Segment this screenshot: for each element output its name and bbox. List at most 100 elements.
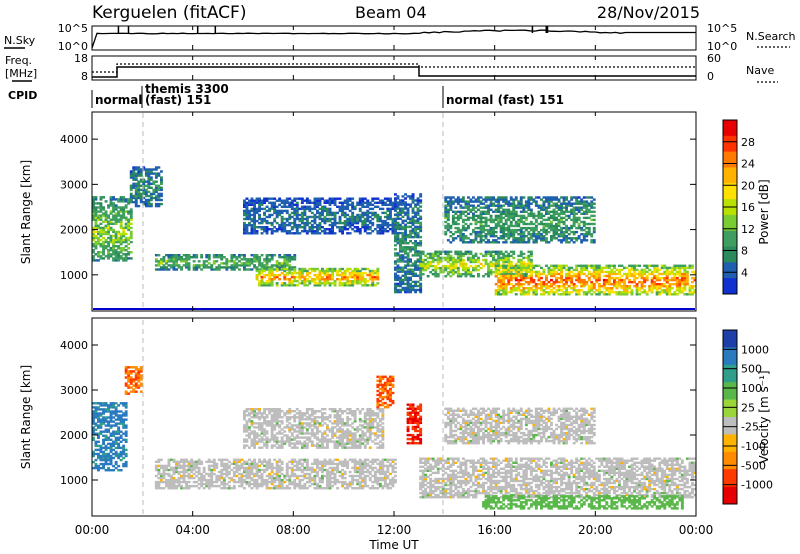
echo-cell bbox=[555, 266, 558, 270]
echo-cell bbox=[565, 272, 568, 276]
echo-cell bbox=[243, 470, 246, 474]
echo-cell bbox=[502, 285, 506, 288]
echo-cell bbox=[461, 237, 465, 240]
echo-cell bbox=[132, 182, 136, 185]
echo-cell bbox=[162, 487, 166, 490]
echo-cell bbox=[459, 228, 463, 232]
echo-cell bbox=[107, 236, 110, 240]
echo-cell bbox=[673, 272, 677, 276]
echo-cell bbox=[260, 201, 264, 204]
echo-cell bbox=[172, 266, 176, 269]
echo-cell bbox=[192, 468, 196, 472]
echo-cell bbox=[127, 251, 131, 254]
echo-cell bbox=[139, 374, 143, 377]
echo-cell bbox=[215, 464, 219, 468]
echo-cell bbox=[348, 267, 352, 271]
echo-cell bbox=[439, 271, 443, 274]
echo-cell bbox=[446, 216, 450, 220]
echo-cell bbox=[253, 266, 256, 269]
echo-cell bbox=[117, 454, 121, 458]
echo-cell bbox=[625, 276, 629, 280]
echo-cell bbox=[607, 276, 611, 280]
echo-cell bbox=[446, 202, 450, 205]
echo-cell bbox=[653, 283, 657, 286]
echo-cell bbox=[94, 452, 98, 456]
echo-cell bbox=[381, 228, 385, 231]
echo-cell bbox=[436, 273, 440, 276]
echo-cell bbox=[328, 284, 332, 287]
echo-cell bbox=[265, 232, 269, 235]
echo-cell bbox=[124, 448, 128, 452]
echo-cell bbox=[492, 202, 495, 205]
echo-cell bbox=[129, 172, 133, 175]
echo-cell bbox=[227, 466, 231, 470]
echo-cell bbox=[159, 464, 163, 468]
echo-cell bbox=[499, 198, 503, 201]
echo-cell bbox=[182, 254, 186, 257]
echo-cell bbox=[456, 273, 460, 276]
echo-cell bbox=[542, 293, 546, 296]
echo-cell bbox=[484, 196, 488, 199]
echo-cell bbox=[401, 278, 405, 282]
echo-cell bbox=[154, 176, 158, 179]
echo-cell bbox=[499, 293, 503, 296]
echo-cell bbox=[685, 270, 689, 274]
echo-cell bbox=[512, 289, 516, 292]
echo-cell bbox=[421, 252, 425, 256]
echo-cell bbox=[117, 414, 121, 417]
echo-cell bbox=[270, 232, 274, 235]
echo-cell bbox=[109, 450, 113, 454]
echo-cell bbox=[607, 289, 611, 292]
echo-cell bbox=[577, 274, 581, 278]
echo-cell bbox=[517, 264, 521, 267]
echo-cell bbox=[592, 226, 596, 230]
echo-cell bbox=[414, 205, 417, 208]
echo-cell bbox=[502, 276, 506, 280]
echo-cell bbox=[494, 230, 498, 234]
echo-cell bbox=[514, 276, 518, 280]
echo-cell bbox=[265, 228, 269, 231]
echo-cell bbox=[487, 264, 490, 268]
echo-cell bbox=[650, 264, 654, 267]
echo-cell bbox=[499, 250, 503, 253]
echo-cell bbox=[419, 256, 423, 259]
echo-cell bbox=[326, 207, 329, 211]
echo-cell bbox=[444, 212, 448, 215]
echo-cell bbox=[419, 242, 423, 245]
echo-cell bbox=[353, 280, 357, 283]
echo-cell bbox=[469, 241, 473, 244]
echo-cell bbox=[560, 272, 563, 276]
echo-cell bbox=[527, 214, 531, 218]
echo-cell bbox=[192, 266, 196, 269]
echo-cell bbox=[129, 366, 133, 369]
echo-cell bbox=[577, 293, 581, 296]
echo-cell bbox=[602, 266, 606, 270]
echo-cell bbox=[512, 237, 516, 240]
echo-cell bbox=[519, 198, 523, 201]
echo-cell bbox=[129, 198, 133, 202]
echo-cell bbox=[605, 266, 609, 270]
echo-cell bbox=[464, 264, 468, 268]
echo-cell bbox=[648, 289, 652, 292]
echo-cell bbox=[147, 178, 151, 181]
echo-cell bbox=[560, 293, 563, 296]
echo-cell bbox=[341, 267, 344, 271]
y-tick-label: 4000 bbox=[60, 133, 88, 146]
echo-cell bbox=[454, 206, 458, 209]
echo-cell bbox=[587, 291, 591, 294]
echo-cell bbox=[122, 456, 126, 460]
echo-cell bbox=[162, 258, 166, 261]
echo-cell bbox=[489, 250, 493, 253]
echo-cell bbox=[436, 266, 440, 270]
echo-cell bbox=[540, 266, 543, 270]
echo-cell bbox=[414, 211, 417, 214]
echo-cell bbox=[396, 215, 400, 218]
echo-cell bbox=[534, 233, 538, 236]
echo-cell bbox=[514, 266, 518, 270]
echo-cell bbox=[504, 256, 508, 260]
y-tick-label: 1000 bbox=[60, 269, 88, 282]
echo-cell bbox=[122, 446, 126, 450]
echo-cell bbox=[532, 228, 536, 232]
echo-cell bbox=[139, 180, 143, 183]
echo-cell bbox=[300, 273, 304, 277]
